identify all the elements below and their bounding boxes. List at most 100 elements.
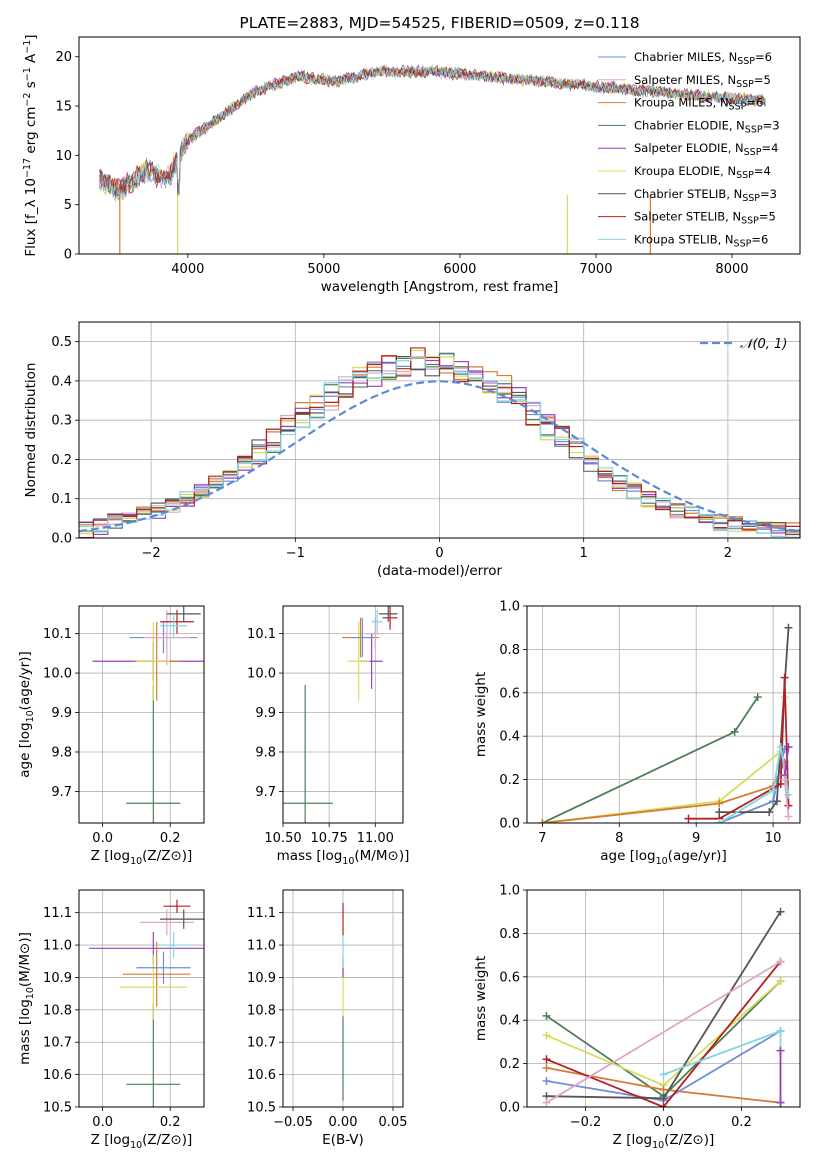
x-tick-label: 10.50 (264, 831, 301, 846)
x-tick-label: 0.00 (329, 1115, 358, 1130)
y-tick-label: 0.6 (499, 970, 520, 985)
y-tick-label: 0.2 (499, 1057, 520, 1072)
plot-area-spectrum (99, 63, 766, 254)
weight-marker (784, 743, 793, 752)
weight-marker (659, 1094, 668, 1103)
x-axis-label: (data-model)/error (377, 563, 503, 579)
y-axis-label: mass [log10​(M/M⊙)] (17, 932, 36, 1065)
y-tick-label: 9.8 (51, 745, 72, 760)
y-axis-label: Normed distribution (23, 363, 39, 498)
x-tick-label: 11.00 (357, 831, 394, 846)
x-tick-label: 0.2 (731, 1115, 752, 1130)
y-tick-label: 0.4 (51, 374, 72, 389)
weight-marker (715, 819, 724, 823)
weight-marker (780, 775, 789, 784)
y-tick-label: 10.0 (247, 667, 276, 682)
y-tick-label: 10.5 (247, 1101, 276, 1116)
weight-marker (776, 779, 785, 788)
weight-marker (776, 1027, 785, 1036)
weight-line (542, 761, 786, 823)
y-tick-label: 0.3 (51, 414, 72, 429)
axes-spectrum: 4000 5000 6000 7000 8000 0 5 10 15 20 wavelength [… (22, 34, 801, 295)
y-tick-label: 10.0 (43, 667, 72, 682)
legend-label: Chabrier STELIB, NSSP​=3 (634, 187, 777, 204)
legend-label: Kroupa ELODIE, NSSP​=4 (634, 164, 771, 181)
x-axis-label: E(B-V) (322, 1132, 364, 1148)
legend-label: 𝒩(0, 1) (740, 337, 787, 352)
axes-frame (282, 605, 404, 824)
weight-line (546, 960, 781, 1104)
spectrum-line (99, 64, 766, 195)
y-tick-label: 0.1 (51, 492, 72, 507)
spectrum-line (99, 64, 766, 198)
x-tick-label: 7000 (579, 262, 612, 277)
y-tick-label: 1.0 (499, 600, 520, 615)
x-tick-label: 0.2 (160, 831, 181, 846)
y-tick-label: 9.8 (255, 745, 276, 760)
y-tick-label: 9.7 (255, 785, 276, 800)
x-tick-label: −0.2 (570, 1115, 602, 1130)
weight-marker (769, 786, 778, 795)
weight-marker (776, 907, 785, 916)
y-tick-label: 10 (55, 149, 72, 164)
y-axis-label: mass weight (473, 956, 489, 1041)
weight-marker (542, 1055, 551, 1064)
y-tick-label: 10.8 (43, 1003, 72, 1018)
x-tick-label: 8000 (715, 262, 748, 277)
axes-frame (78, 321, 801, 539)
histogram-step (79, 355, 800, 536)
weight-marker (538, 819, 547, 823)
weight-line (542, 697, 786, 823)
axes-frame (526, 889, 801, 1108)
x-tick-label: −2 (142, 546, 161, 561)
x-tick-label: 0 (435, 546, 443, 561)
y-tick-label: 10.5 (43, 1101, 72, 1116)
weight-marker (659, 1085, 668, 1094)
weight-marker (659, 1070, 668, 1079)
plot-area-mass-weight-vs-Z (542, 907, 785, 1107)
y-tick-label: 0.8 (499, 927, 520, 942)
weight-marker (784, 623, 793, 632)
x-tick-label: 0.2 (160, 1115, 181, 1130)
axes-mass-weight-vs-age: 7 8 9 10 0.0 0.2 0.4 0.6 0.8 1.0 age [log10​(age/y… (473, 600, 801, 867)
y-tick-label: 0 (64, 248, 72, 263)
axes-frame (78, 36, 801, 255)
axes-frame (526, 605, 801, 824)
weight-marker (776, 977, 785, 986)
y-tick-label: 10.1 (247, 627, 276, 642)
axes-frame (78, 889, 205, 1108)
x-tick-label: 0.0 (92, 1115, 113, 1130)
y-tick-label: 0.4 (499, 1014, 520, 1029)
x-axis-label: Z [log10​(Z/Z⊙)] (91, 1132, 193, 1151)
x-tick-label: 5000 (307, 262, 340, 277)
y-tick-label: 10.6 (43, 1068, 72, 1083)
weight-marker (772, 797, 781, 806)
x-tick-label: 9 (692, 831, 700, 846)
weight-marker (776, 743, 785, 752)
y-axis-label: Flux [f_λ 10−17​ erg cm−2​ s−1​ A−1​] (22, 34, 39, 256)
x-axis-label: age [log10​(age/yr)] (600, 848, 726, 867)
legend-label: Chabrier MILES, NSSP​=6 (634, 50, 772, 67)
y-tick-label: 10.6 (247, 1068, 276, 1083)
weight-marker (542, 1011, 551, 1020)
x-tick-label: 1 (580, 546, 588, 561)
x-tick-label: 2 (724, 546, 732, 561)
weight-line (783, 746, 790, 776)
y-tick-label: 10.9 (43, 971, 72, 986)
legend-label: Chabrier ELODIE, NSSP​=3 (634, 118, 780, 135)
x-tick-label: 4000 (171, 262, 204, 277)
weight-marker (776, 1046, 785, 1055)
x-tick-label: 7 (538, 831, 546, 846)
y-tick-label: 0.0 (499, 817, 520, 832)
y-tick-label: 20 (55, 50, 72, 65)
weight-marker (542, 1098, 551, 1107)
y-tick-label: 10.7 (247, 1036, 276, 1051)
x-axis-label: Z [log10​(Z/Z⊙)] (613, 1132, 715, 1151)
x-tick-label: 0.0 (653, 1115, 674, 1130)
y-tick-label: 10.7 (43, 1036, 72, 1051)
y-tick-label: 0.0 (51, 532, 72, 547)
axes-residuals: −2 −1 0 1 2 0.0 0.1 0.2 0.3 0.4 0.5 (data-model)/er… (23, 321, 801, 579)
x-tick-label: 0.05 (379, 1115, 408, 1130)
x-tick-label: 6000 (443, 262, 476, 277)
